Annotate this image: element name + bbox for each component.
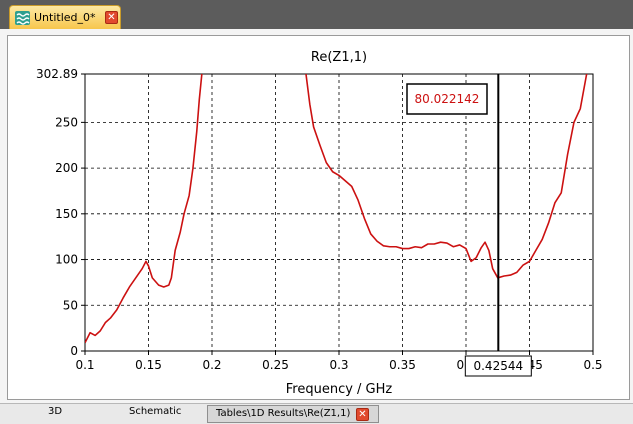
y-tick-label: 302.89: [36, 67, 78, 81]
y-tick-label: 100: [55, 253, 78, 267]
x-tick-label: 0.25: [262, 358, 289, 372]
y-tick-label: 200: [55, 161, 78, 175]
x-tick-label: 0.35: [389, 358, 416, 372]
close-icon[interactable]: ✕: [105, 11, 118, 24]
plot-panel: 0.10.150.20.250.30.350.40.450.5050100150…: [7, 35, 630, 400]
marker-value-label: 80.022142: [415, 92, 480, 106]
chart-title: Re(Z1,1): [311, 50, 367, 65]
plot-border: [84, 73, 594, 352]
y-tick-label: 250: [55, 115, 78, 129]
y-tick-label: 150: [55, 207, 78, 221]
document-tab-bar: Untitled_0* ✕: [0, 0, 633, 31]
x-tick-label: 0.2: [202, 358, 221, 372]
close-icon[interactable]: ✕: [356, 408, 369, 421]
series-line: [85, 74, 203, 344]
marker-value-box: [406, 83, 488, 115]
x-tick-label: 0.5: [583, 358, 602, 372]
document-tab-label: Untitled_0*: [34, 11, 96, 24]
document-tab[interactable]: Untitled_0* ✕: [9, 5, 121, 29]
x-tick-label: 0.1: [75, 358, 94, 372]
tab-1d-results[interactable]: Tables\1D Results\Re(Z1,1) ✕: [207, 405, 379, 423]
tab-schematic[interactable]: Schematic: [129, 406, 182, 417]
marker-x-box: [464, 355, 532, 377]
x-axis-label: Frequency / GHz: [286, 382, 393, 397]
y-tick-label: 0: [70, 344, 78, 358]
x-tick-label: 0.15: [135, 358, 162, 372]
y-tick-label: 50: [63, 298, 78, 312]
x-tick-label: 0.3: [329, 358, 348, 372]
series-line: [305, 74, 588, 279]
tab-3d[interactable]: 3D: [48, 406, 63, 417]
chart-svg: 0.10.150.20.250.30.350.40.450.5050100150…: [36, 50, 603, 397]
wave-icon: [15, 11, 30, 25]
bottom-tab-bar: 3D Schematic Tables\1D Results\Re(Z1,1) …: [0, 403, 633, 424]
tab-1d-results-label: Tables\1D Results\Re(Z1,1): [216, 408, 351, 419]
marker-x-label: 0.42544: [473, 359, 523, 373]
